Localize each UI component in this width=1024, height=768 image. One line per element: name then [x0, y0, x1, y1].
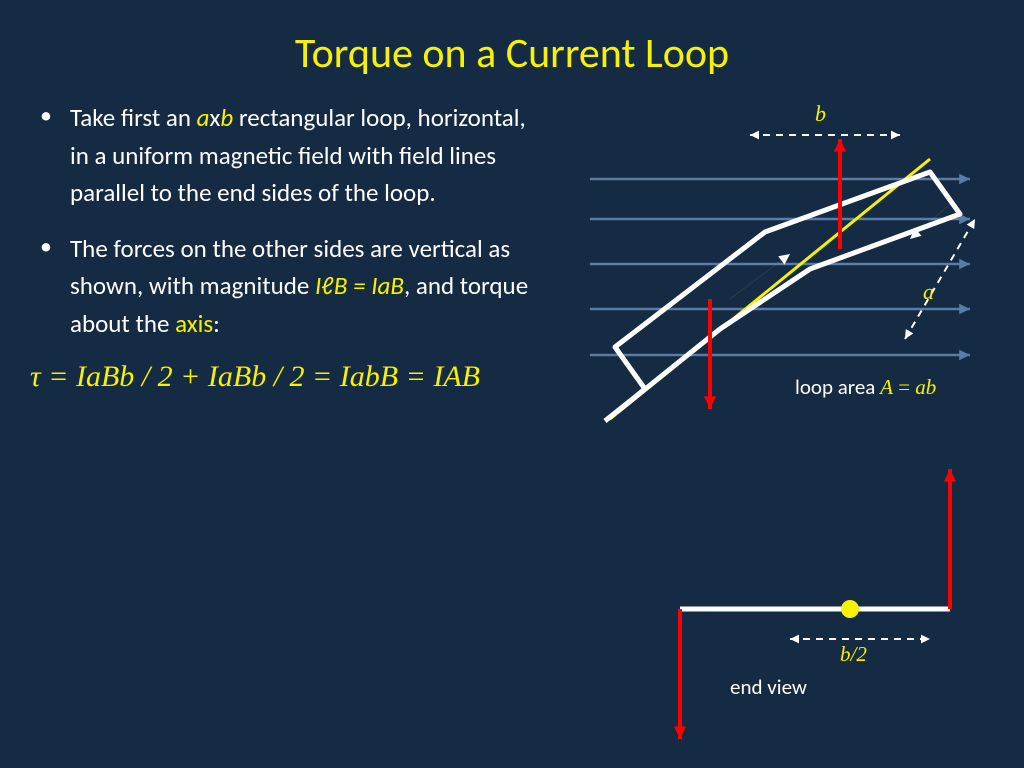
diagram-column: b a loop area A = ab b/2 end view [550, 99, 980, 699]
text-column: •Take first an axb rectangular loop, hor… [40, 99, 550, 699]
content-area: •Take first an axb rectangular loop, hor… [0, 99, 1024, 699]
svg-text:loop area A = ab: loop area A = ab [795, 374, 936, 400]
svg-text:b: b [815, 101, 826, 126]
bullet-text: The forces on the other sides are vertic… [70, 230, 530, 343]
page-title: Torque on a Current Loop [0, 0, 1024, 99]
torque-equation: τ = IaBb / 2 + IaBb / 2 = IabB = IAB [30, 360, 530, 394]
svg-text:end view: end view [730, 674, 807, 700]
bullet-item: •The forces on the other sides are verti… [40, 230, 530, 343]
bullet-dot-icon: • [40, 230, 70, 343]
svg-text:b/2: b/2 [840, 642, 867, 666]
bullet-dot-icon: • [40, 99, 70, 212]
loop-3d-diagram: b a loop area A = ab [550, 99, 980, 439]
end-view-diagram: b/2 end view [550, 439, 980, 739]
bullet-item: •Take first an axb rectangular loop, hor… [40, 99, 530, 212]
bullet-text: Take first an axb rectangular loop, hori… [70, 99, 530, 212]
svg-text:a: a [923, 279, 934, 304]
